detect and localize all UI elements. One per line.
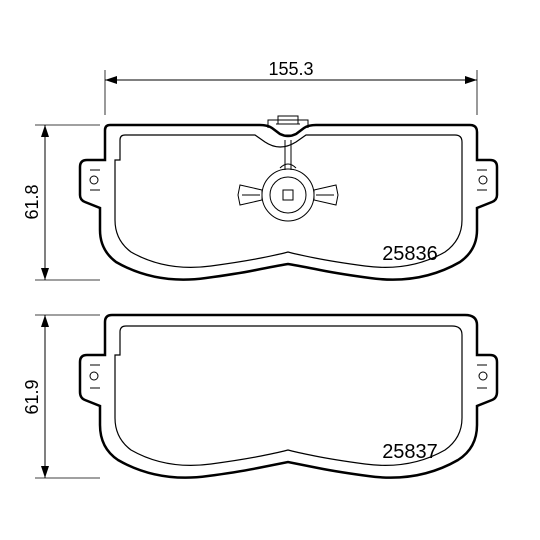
bottom-brake-pad: 25837 [80, 315, 497, 478]
center-clip [238, 116, 338, 221]
width-value: 155.3 [268, 59, 313, 79]
bottom-height-dimension: 61.9 [22, 315, 100, 478]
top-part-number: 25836 [382, 243, 438, 265]
width-dimension: 155.3 [105, 59, 477, 115]
technical-drawing: 155.3 61.8 61.9 [0, 0, 540, 540]
top-height-value: 61.8 [22, 184, 42, 219]
top-brake-pad: 25836 [80, 116, 497, 280]
bottom-height-value: 61.9 [22, 379, 42, 414]
bottom-part-number: 25837 [382, 441, 438, 463]
